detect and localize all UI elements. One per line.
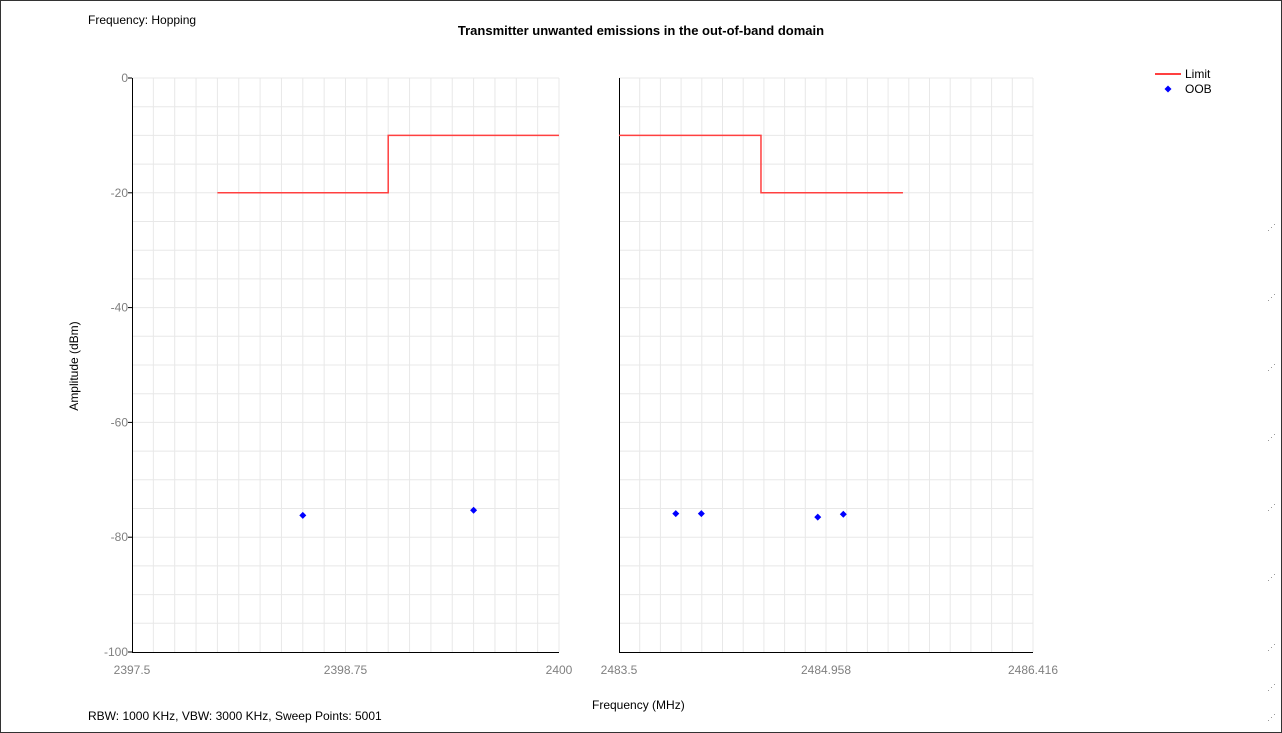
oob-point [814,513,822,521]
edge-dot [1271,717,1272,718]
edge-dot [1274,714,1275,715]
oob-point [470,506,478,514]
frequency-mode-label: Frequency: Hopping [88,13,197,27]
edge-dot [1268,370,1269,371]
edge-dot [1268,230,1269,231]
edge-dot [1271,437,1272,438]
grid-layer [132,77,1034,652]
edge-dot [1271,647,1272,648]
edge-dot [1271,367,1272,368]
limit-line [619,134,903,194]
edge-dot [1268,580,1269,581]
edge-dot [1274,684,1275,685]
x-tick-label: 2483.5 [601,663,638,677]
legend-oob-marker [1164,85,1172,93]
y-tick-label: -100 [104,645,128,659]
y-tick-label: -20 [111,186,129,200]
x-tick-label: 2486.416 [1008,663,1058,677]
edge-dot [1274,574,1275,575]
edge-artifacts [1268,224,1275,721]
y-tick-label: -40 [111,301,129,315]
chart-title: Transmitter unwanted emissions in the ou… [457,23,825,38]
oob-point [299,511,307,519]
edge-dot [1274,224,1275,225]
x-axis-label: Frequency (MHz) [592,698,685,712]
x-tick-label: 2398.75 [324,663,368,677]
edge-dot [1271,577,1272,578]
edge-dot [1268,690,1269,691]
limit-line [217,134,559,194]
edge-dot [1268,650,1269,651]
edge-dot [1268,510,1269,511]
edge-dot [1271,507,1272,508]
edge-dot [1271,227,1272,228]
edge-dot [1274,644,1275,645]
oob-point [839,510,847,518]
axis-layer: 0 -20 -40 -60 -80 -100 2397.5 2398.75 2400 2483.5… [104,71,1058,677]
y-tick-label: 0 [121,71,128,85]
y-tick-label: -80 [111,530,129,544]
x-tick-label: 2400 [546,663,573,677]
legend-limit-label: Limit [1185,67,1211,81]
y-tick-label: -60 [111,415,129,429]
edge-dot [1268,440,1269,441]
x-tick-label: 2397.5 [114,663,151,677]
edge-dot [1271,687,1272,688]
edge-dot [1274,364,1275,365]
edge-dot [1268,720,1269,721]
edge-dot [1271,297,1272,298]
edge-dot [1274,294,1275,295]
oob-point [697,510,705,518]
sweep-info: RBW: 1000 KHz, VBW: 3000 KHz, Sweep Poin… [88,709,382,723]
x-tick-label: 2484.958 [801,663,851,677]
point-layer [299,506,847,521]
limit-layer [217,134,903,194]
edge-dot [1274,504,1275,505]
edge-dot [1274,434,1275,435]
legend-oob-label: OOB [1185,82,1212,96]
oob-point [672,510,680,518]
edge-dot [1268,300,1269,301]
